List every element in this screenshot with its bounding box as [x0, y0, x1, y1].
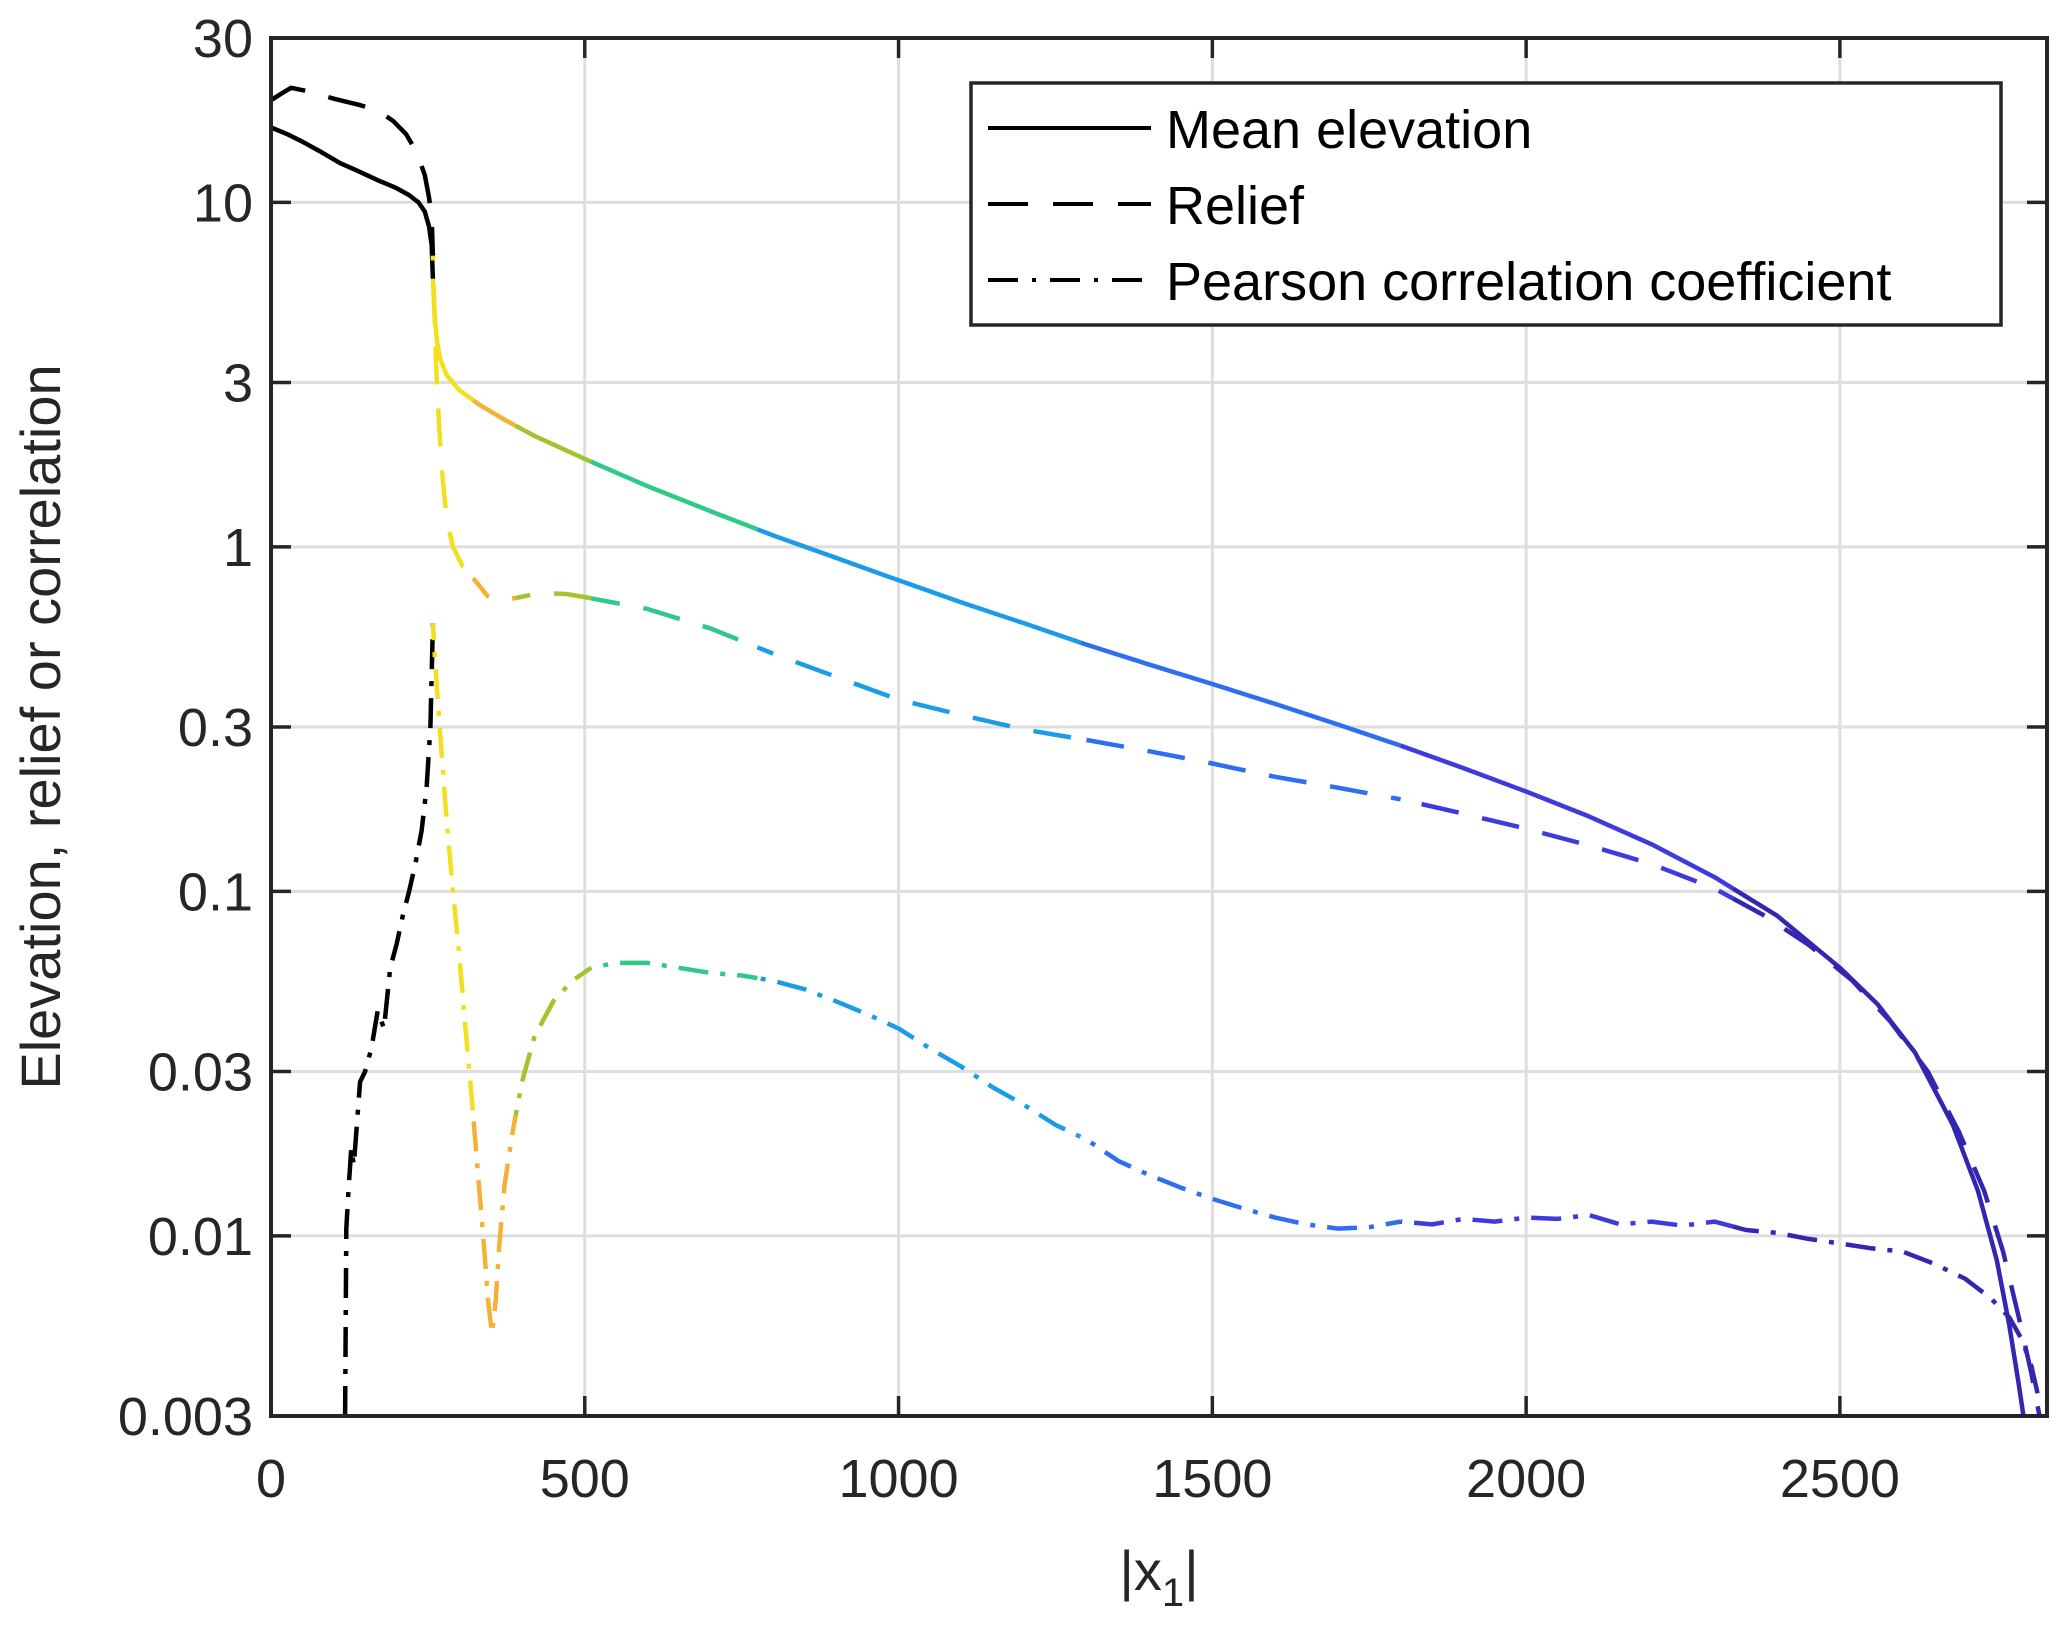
series-line-segment: [756, 645, 1081, 742]
y-tick-label: 0.01: [148, 1207, 253, 1267]
axes: [269, 36, 2049, 1418]
legend-label: Mean elevation: [1166, 100, 1532, 160]
y-tick-label: 0.003: [118, 1387, 253, 1447]
series-line-segment: [515, 590, 592, 601]
y-tick-label: 10: [193, 173, 253, 233]
y-tick-label: 1: [223, 518, 253, 578]
legend-entry-mean-elevation: Mean elevation: [988, 100, 1532, 160]
series-line-segment: [1732, 886, 2026, 1416]
x-tick-label: 500: [540, 1449, 630, 1509]
legend: Mean elevation Relief Pearson correlatio…: [969, 81, 2003, 327]
x-tick-label: 1000: [838, 1449, 958, 1509]
y-tick-label: 0.03: [148, 1043, 253, 1103]
series-line-segment: [514, 423, 593, 464]
y-tick-labels: 0.003 0.01 0.03 0.1 0.3 1 3 10 30: [118, 9, 253, 1447]
series-line-segment: [757, 975, 1082, 1139]
series-pearson-correlation-coefficient: [342, 623, 2042, 1416]
legend-label: Relief: [1166, 176, 1305, 236]
x-tick-label: 2500: [1780, 1449, 1900, 1509]
y-axis-label: Elevation, relief or correlation: [9, 364, 72, 1089]
series-line-segment: [1399, 743, 1735, 891]
series-line-segment: [590, 960, 758, 981]
y-tick-label: 0.3: [178, 698, 253, 758]
series-line-segment: [1400, 797, 1735, 901]
series-line-segment: [513, 965, 593, 1116]
series-line-segment: [1079, 1134, 1401, 1231]
x-tick-label: 0: [256, 1449, 286, 1509]
series-line-segment: [471, 576, 516, 603]
series-line-segment: [430, 255, 475, 580]
x-tick-label: 1500: [1152, 1449, 1272, 1509]
x-tick-label: 2000: [1466, 1449, 1586, 1509]
legend-entry-relief: Relief: [988, 176, 1305, 236]
series-line-segment: [1080, 736, 1402, 802]
y-tick-label: 3: [223, 354, 253, 414]
y-tick-label: 30: [193, 9, 253, 69]
legend-entry-pearson: Pearson correlation coefficient: [988, 252, 1891, 312]
axes-box: [269, 36, 2049, 1418]
x-axis-label-suffix: |: [1184, 1539, 1199, 1602]
series-line-segment: [1732, 1224, 2042, 1403]
series-line-segment: [470, 1113, 518, 1336]
series-line-segment: [1400, 1212, 1734, 1229]
plot-series: [271, 85, 2042, 1416]
x-axis-label: |x1|: [1119, 1539, 1198, 1615]
series-line-segment: [471, 398, 517, 428]
y-tick-label: 0.1: [178, 862, 253, 922]
series-line-segment: [430, 623, 476, 1115]
x-axis-label-main: |x: [1119, 1539, 1162, 1602]
series-line-segment: [271, 125, 436, 279]
series-line-segment: [342, 623, 436, 1416]
x-axis-label-subscript: 1: [1162, 1571, 1184, 1615]
series-line-segment: [590, 459, 759, 532]
series-relief: [271, 85, 2042, 1416]
legend-label: Pearson correlation coefficient: [1166, 252, 1891, 312]
series-line-segment: [1732, 896, 2042, 1416]
series-line-segment: [590, 596, 759, 650]
x-tick-labels: 0 500 1000 1500 2000 2500: [256, 1449, 1900, 1509]
series-line-segment: [1079, 640, 1402, 748]
series-line-segment: [271, 85, 436, 256]
series-line-segment: [756, 527, 1082, 645]
